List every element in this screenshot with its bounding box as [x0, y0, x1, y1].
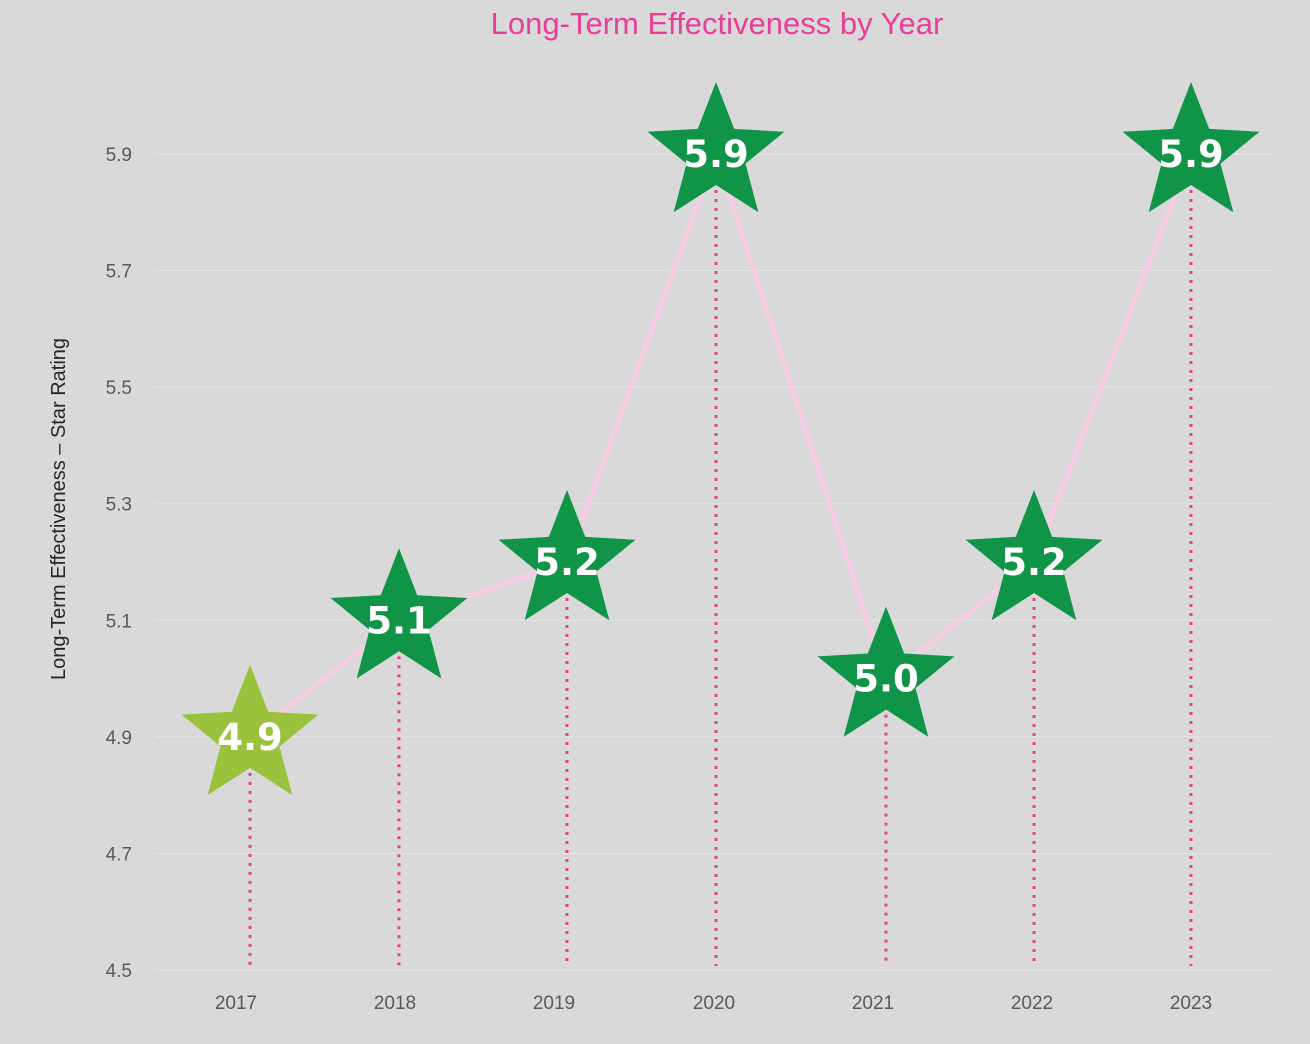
y-tick-label: 5.3: [106, 495, 132, 516]
x-tick-label: 2019: [533, 993, 575, 1014]
data-point: 5.0: [817, 606, 955, 737]
star-marker: [330, 548, 468, 679]
data-point: 5.2: [498, 490, 636, 621]
x-tick-label: 2022: [1011, 993, 1053, 1014]
data-label: 4.9: [217, 716, 283, 759]
star-marker: [181, 664, 319, 796]
x-axis-ticks: 2017 2018 2019 2020 2021 2022 2023: [215, 993, 1212, 1014]
data-label: 5.0: [853, 658, 919, 701]
data-label: 5.9: [683, 133, 749, 176]
x-tick-label: 2018: [374, 993, 416, 1014]
data-point: 5.2: [965, 490, 1103, 621]
star-marker: [965, 490, 1103, 621]
chart-title: Long-Term Effectiveness by Year: [491, 6, 944, 41]
data-label: 5.2: [534, 541, 600, 584]
data-point: 5.1: [330, 548, 468, 679]
y-tick-label: 4.9: [106, 728, 132, 749]
data-label: 5.1: [366, 599, 432, 642]
star-marker: [498, 490, 636, 621]
y-tick-label: 5.1: [106, 611, 132, 632]
star-marker: [817, 606, 955, 737]
data-point: 5.9: [1122, 82, 1260, 213]
x-tick-label: 2020: [693, 993, 735, 1014]
y-tick-label: 5.5: [106, 378, 132, 399]
x-tick-label: 2023: [1170, 993, 1212, 1014]
y-tick-label: 5.7: [106, 262, 132, 283]
grid: [155, 153, 1272, 971]
star-markers: 4.9 5.1 5.2 5.9 5.0 5.2 5.9: [181, 82, 1260, 796]
star-marker: [647, 82, 785, 213]
data-label: 5.9: [1158, 133, 1224, 176]
y-tick-label: 4.7: [106, 844, 132, 865]
star-marker: [1122, 82, 1260, 213]
y-axis-ticks: 4.5 4.7 4.9 5.1 5.3 5.5 5.7 5.9: [106, 145, 132, 982]
data-label: 5.2: [1001, 541, 1067, 584]
y-tick-label: 5.9: [106, 145, 132, 166]
x-tick-label: 2021: [852, 993, 894, 1014]
data-point: 4.9: [181, 664, 319, 796]
y-tick-label: 4.5: [106, 961, 132, 982]
drop-lines: [248, 154, 1193, 966]
x-tick-label: 2017: [215, 993, 257, 1014]
y-axis-title: Long-Term Effectiveness – Star Rating: [48, 338, 70, 680]
data-point: 5.9: [647, 82, 785, 213]
